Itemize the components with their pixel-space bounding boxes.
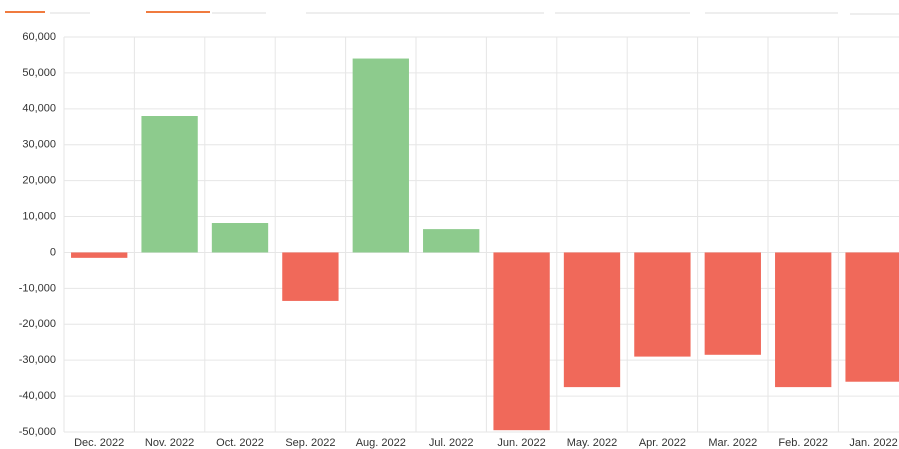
bar <box>845 252 899 382</box>
x-tick-label: Jan. 2022 <box>849 437 897 449</box>
bar <box>493 252 550 431</box>
x-tick-label: Aug. 2022 <box>356 437 406 449</box>
x-tick-label: Jun. 2022 <box>497 437 545 449</box>
y-tick-label: 40,000 <box>22 103 56 115</box>
bar <box>423 229 480 253</box>
bar <box>211 223 269 253</box>
y-tick-label: -30,000 <box>19 354 56 366</box>
x-tick-label: Apr. 2022 <box>639 437 686 449</box>
x-tick-label: Jul. 2022 <box>429 437 474 449</box>
bar <box>352 58 409 253</box>
bar <box>282 252 339 301</box>
y-tick-label: -10,000 <box>19 282 56 294</box>
bar <box>775 252 832 388</box>
x-tick-label: May. 2022 <box>567 437 618 449</box>
bar <box>634 252 691 357</box>
bar <box>563 252 621 388</box>
x-tick-label: Mar. 2022 <box>708 437 757 449</box>
y-tick-label: 30,000 <box>22 139 56 151</box>
x-tick-label: Oct. 2022 <box>216 437 264 449</box>
y-tick-label: 20,000 <box>22 175 56 187</box>
y-tick-label: 10,000 <box>22 210 56 222</box>
x-tick-label: Feb. 2022 <box>778 437 828 449</box>
y-tick-label: 50,000 <box>22 67 56 79</box>
y-tick-label: -40,000 <box>19 390 56 402</box>
y-tick-label: -50,000 <box>19 426 56 438</box>
y-tick-label: 0 <box>50 246 56 258</box>
x-tick-label: Dec. 2022 <box>74 437 124 449</box>
y-tick-label: 60,000 <box>22 31 56 43</box>
x-tick-label: Nov. 2022 <box>145 437 194 449</box>
bar <box>141 116 198 253</box>
bar <box>704 252 761 355</box>
tab-strip <box>5 11 899 15</box>
bar <box>71 252 128 258</box>
y-tick-label: -20,000 <box>19 318 56 330</box>
x-tick-label: Sep. 2022 <box>285 437 335 449</box>
